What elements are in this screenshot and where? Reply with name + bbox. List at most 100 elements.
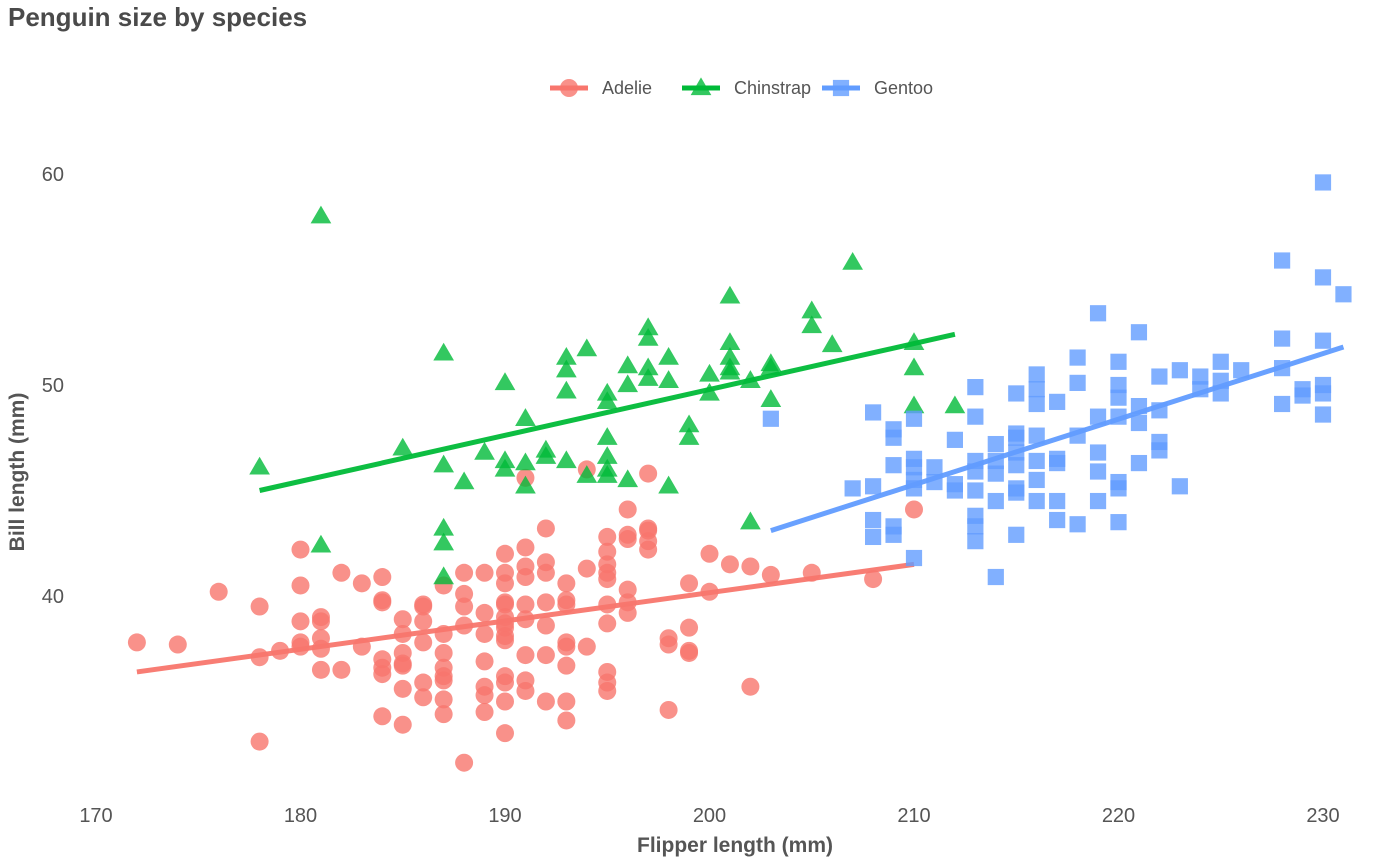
data-point-adelie bbox=[598, 542, 617, 561]
x-axis-ticks: 170 180 190 200 210 220 230 bbox=[79, 805, 1339, 827]
data-point-adelie bbox=[291, 576, 310, 595]
data-point-adelie bbox=[516, 538, 535, 557]
data-point-adelie bbox=[209, 582, 228, 601]
data-point-gentoo bbox=[1008, 484, 1025, 501]
data-point-gentoo bbox=[967, 408, 984, 425]
data-point-gentoo bbox=[967, 379, 984, 396]
data-point-adelie bbox=[639, 540, 658, 559]
data-point-gentoo bbox=[865, 511, 882, 529]
data-point-chinstrap bbox=[740, 370, 761, 388]
data-point-gentoo bbox=[885, 457, 902, 474]
data-point-chinstrap bbox=[903, 357, 925, 376]
data-point-chinstrap bbox=[719, 346, 741, 365]
data-point-adelie bbox=[536, 646, 555, 665]
data-point-adelie bbox=[598, 681, 617, 700]
data-point-chinstrap bbox=[637, 327, 659, 346]
data-point-gentoo bbox=[1212, 385, 1229, 402]
data-point-adelie bbox=[741, 677, 760, 696]
data-point-gentoo bbox=[1089, 408, 1107, 425]
data-point-gentoo bbox=[905, 480, 923, 497]
data-point-adelie bbox=[475, 563, 494, 582]
data-point-adelie bbox=[434, 643, 453, 662]
data-point-adelie bbox=[434, 671, 453, 690]
data-point-adelie bbox=[291, 637, 310, 656]
data-point-gentoo bbox=[885, 429, 902, 446]
legend-label: Gentoo bbox=[874, 78, 933, 98]
data-point-gentoo bbox=[1212, 372, 1229, 389]
data-point-adelie bbox=[475, 624, 494, 643]
data-point-gentoo bbox=[1089, 463, 1107, 480]
data-point-adelie bbox=[577, 637, 596, 656]
data-point-chinstrap bbox=[556, 346, 577, 365]
data-point-chinstrap bbox=[474, 441, 495, 460]
data-point-adelie bbox=[536, 563, 555, 582]
data-point-adelie bbox=[618, 580, 637, 599]
data-point-adelie bbox=[680, 618, 699, 637]
data-point-gentoo bbox=[987, 465, 1004, 482]
data-point-adelie bbox=[516, 610, 535, 629]
data-point-chinstrap bbox=[617, 469, 639, 488]
data-point-adelie bbox=[618, 530, 637, 549]
data-point-gentoo bbox=[1008, 457, 1025, 474]
data-point-gentoo bbox=[1314, 385, 1332, 402]
data-point-gentoo bbox=[1314, 269, 1332, 286]
data-point-gentoo bbox=[1151, 368, 1168, 385]
data-point-chinstrap bbox=[433, 566, 454, 585]
data-point-adelie bbox=[352, 574, 371, 593]
data-point-chinstrap bbox=[719, 361, 741, 380]
legend-label: Adelie bbox=[602, 78, 652, 98]
data-point-gentoo bbox=[1008, 526, 1025, 543]
data-point-adelie bbox=[516, 568, 535, 587]
data-point-chinstrap bbox=[535, 446, 557, 464]
data-point-gentoo bbox=[1089, 444, 1107, 461]
data-point-chinstrap bbox=[903, 395, 925, 414]
x-tick-label: 200 bbox=[693, 805, 726, 827]
data-point-adelie bbox=[311, 612, 330, 631]
data-point-gentoo bbox=[1110, 353, 1127, 370]
data-point-adelie bbox=[536, 616, 555, 635]
data-point-chinstrap bbox=[637, 357, 659, 376]
data-point-adelie bbox=[291, 540, 310, 559]
data-point-gentoo bbox=[1314, 174, 1332, 191]
data-point-gentoo bbox=[1110, 408, 1127, 425]
data-point-gentoo bbox=[1274, 360, 1291, 377]
data-point-adelie bbox=[557, 595, 576, 614]
data-point-adelie bbox=[311, 639, 330, 658]
data-point-adelie bbox=[475, 686, 494, 705]
data-point-adelie bbox=[761, 565, 780, 584]
data-point-gentoo bbox=[1274, 252, 1291, 269]
data-point-chinstrap bbox=[596, 391, 618, 410]
data-point-adelie bbox=[905, 500, 923, 519]
data-point-gentoo bbox=[1233, 362, 1250, 379]
data-point-chinstrap bbox=[556, 450, 577, 469]
data-point-chinstrap bbox=[760, 357, 782, 376]
data-point-adelie bbox=[700, 582, 719, 601]
data-point-adelie bbox=[373, 707, 392, 726]
data-point-gentoo bbox=[1314, 332, 1332, 349]
data-point-gentoo bbox=[987, 435, 1004, 453]
data-point-adelie bbox=[475, 603, 494, 622]
data-point-chinstrap bbox=[249, 456, 270, 475]
data-point-adelie bbox=[455, 563, 474, 582]
data-point-adelie bbox=[598, 595, 617, 614]
data-point-gentoo bbox=[1274, 330, 1291, 347]
data-point-adelie bbox=[373, 568, 392, 587]
trend-line-chinstrap bbox=[259, 331, 956, 493]
data-point-chinstrap bbox=[719, 285, 741, 304]
data-point-gentoo bbox=[1110, 514, 1127, 531]
data-point-adelie bbox=[271, 641, 290, 660]
legend-marker-swatch bbox=[832, 79, 850, 97]
data-point-gentoo bbox=[1110, 389, 1127, 406]
data-point-adelie bbox=[536, 593, 555, 612]
data-point-chinstrap bbox=[515, 475, 536, 494]
data-point-gentoo bbox=[1008, 444, 1025, 461]
data-point-gentoo bbox=[926, 473, 943, 491]
data-point-chinstrap bbox=[617, 355, 639, 374]
data-point-adelie bbox=[577, 559, 596, 578]
data-points bbox=[127, 174, 1352, 772]
data-point-gentoo bbox=[967, 533, 984, 550]
data-point-gentoo bbox=[1171, 362, 1188, 379]
data-point-gentoo bbox=[1089, 305, 1107, 322]
data-point-adelie bbox=[536, 692, 555, 711]
